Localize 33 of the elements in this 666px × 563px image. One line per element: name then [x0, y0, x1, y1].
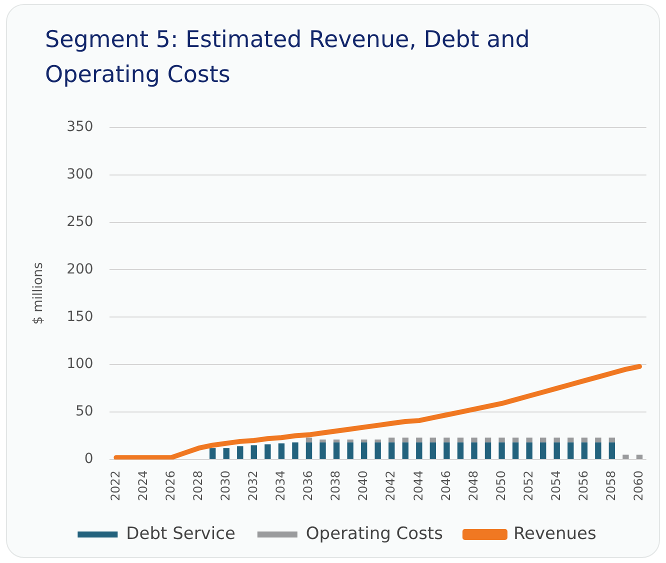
x-tick-label: 2026: [163, 470, 178, 502]
y-tick-label: 200: [66, 261, 94, 278]
x-tick-label: 2028: [190, 470, 205, 502]
x-tick-label: 2044: [411, 470, 426, 502]
x-tick-label: 2036: [301, 470, 316, 502]
x-tick-label: 2024: [136, 470, 150, 502]
x-tick-label: 2034: [274, 470, 288, 502]
x-tick-label: 2042: [384, 470, 398, 502]
y-tick-label: 300: [66, 166, 94, 182]
x-tick-label: 2022: [108, 470, 122, 502]
x-tick-label: 2046: [438, 470, 453, 502]
x-tick-label: 2052: [521, 470, 536, 502]
y-tick-label: 0: [84, 451, 94, 468]
legend-label: Debt Service: [126, 524, 236, 544]
x-tick-label: 2054: [548, 470, 563, 502]
x-tick-label: 2040: [356, 470, 370, 502]
x-tick-label: 2030: [218, 470, 232, 502]
x-tick-label: 2060: [632, 470, 646, 502]
y-tick-label: 250: [66, 214, 94, 230]
x-tick-label: 2050: [494, 470, 508, 502]
y-axis-title: $ millions: [31, 262, 46, 325]
y-tick-label: 50: [75, 404, 94, 420]
x-tick-label: 2058: [604, 470, 618, 502]
x-tick-label: 2048: [466, 470, 480, 502]
x-tick-label: 2056: [576, 470, 591, 502]
legend-label: Operating Costs: [306, 524, 444, 544]
y-tick-label: 150: [66, 308, 94, 325]
legend-label: Revenues: [513, 524, 596, 544]
x-tick-label: 2038: [328, 470, 343, 502]
chart-title: Segment 5: Estimated Revenue, Debt and Operating Costs: [45, 26, 531, 90]
x-tick-label: 2032: [246, 470, 260, 502]
y-tick-label: 350: [66, 119, 94, 136]
y-tick-label: 100: [66, 356, 94, 372]
